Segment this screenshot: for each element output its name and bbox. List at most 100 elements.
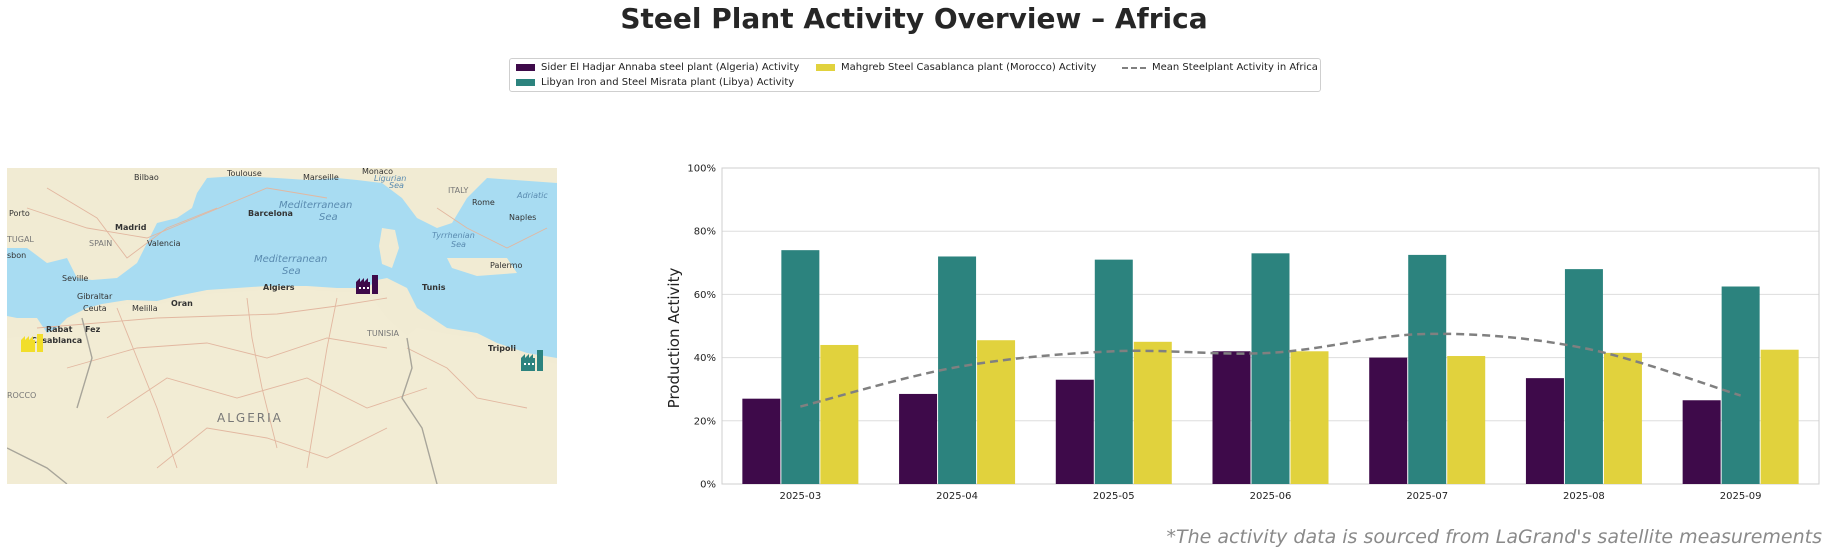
y-tick-label: 40% xyxy=(694,353,716,364)
borders xyxy=(7,317,438,484)
y-tick-label: 60% xyxy=(694,290,716,301)
x-tick-label: 2025-04 xyxy=(936,491,978,500)
label-algeria: ALGERIA xyxy=(217,411,283,425)
legend: Sider El Hadjar Annaba steel plant (Alge… xyxy=(509,58,1321,92)
legend-swatch-algeria xyxy=(516,64,535,71)
label-gibraltar: Gibraltar xyxy=(77,292,113,301)
legend-label-libya: Libyan Iron and Steel Misrata plant (Lib… xyxy=(541,77,795,88)
label-toulouse: Toulouse xyxy=(226,169,262,178)
label-tunisia: TUNISIA xyxy=(366,329,400,338)
border-west xyxy=(7,447,68,484)
x-tick-label: 2025-03 xyxy=(779,491,821,500)
road-4 xyxy=(66,337,388,369)
road-3 xyxy=(36,297,388,329)
label-rome: Rome xyxy=(472,198,495,207)
label-ligurian: Ligurian xyxy=(374,174,406,183)
sicily-shape xyxy=(447,258,517,276)
road-2 xyxy=(46,187,218,259)
bar xyxy=(1721,286,1760,484)
map-svg: Toulouse Marseille Monaco Bilbao Liguria… xyxy=(7,168,557,484)
chart-title: Steel Plant Activity Overview – Africa xyxy=(620,2,1208,35)
label-melilla: Melilla xyxy=(132,304,158,313)
bar xyxy=(1564,269,1603,484)
bar xyxy=(899,393,938,484)
label-fez: Fez xyxy=(85,325,101,334)
x-tick-label: 2025-07 xyxy=(1406,491,1448,500)
bar xyxy=(1369,357,1408,484)
label-tunis: Tunis xyxy=(422,283,446,292)
road-1 xyxy=(26,187,328,239)
label-tyrrhenian-sea: Sea xyxy=(451,240,466,249)
road-network xyxy=(26,187,548,469)
bar xyxy=(1212,351,1251,484)
label-mediterranean-sea-1: Sea xyxy=(319,212,338,223)
x-tick-label: 2025-09 xyxy=(1720,491,1762,500)
x-tick-label: 2025-08 xyxy=(1563,491,1605,500)
label-mediterranean-1: Mediterranean xyxy=(279,200,352,211)
label-mediterranean-2: Mediterranean xyxy=(254,254,327,265)
bar xyxy=(820,344,859,484)
mean-activity-line xyxy=(800,332,1742,408)
label-tugal: TUGAL xyxy=(7,235,34,244)
label-seville: Seville xyxy=(62,274,88,283)
label-porto: Porto xyxy=(9,209,30,218)
factory-icon-algeria[interactable] xyxy=(356,275,378,294)
factory-icon-libya[interactable] xyxy=(521,350,543,371)
legend-label-mean: Mean Steelplant Activity in Africa xyxy=(1152,62,1318,73)
label-tripoli: Tripoli xyxy=(488,344,516,353)
label-spain: SPAIN xyxy=(89,239,112,248)
label-algiers: Algiers xyxy=(263,283,295,292)
factory-icon-morocco[interactable] xyxy=(21,334,43,352)
label-rabat: Rabat xyxy=(46,325,73,334)
border-algeria-tunisia xyxy=(401,337,438,484)
y-tick-label: 0% xyxy=(700,480,716,491)
legend-item-morocco: Mahgreb Steel Casablanca plant (Morocco)… xyxy=(816,62,1096,73)
label-monaco: Monaco xyxy=(362,168,393,176)
bar xyxy=(781,250,820,484)
label-mediterranean-sea-2: Sea xyxy=(282,266,301,277)
label-valencia: Valencia xyxy=(147,239,181,248)
road-11 xyxy=(436,207,548,249)
border-morocco-algeria xyxy=(76,317,93,409)
bar xyxy=(1251,253,1290,484)
label-ligurian-sea: Sea xyxy=(389,181,404,190)
bar xyxy=(1094,259,1133,484)
legend-item-algeria: Sider El Hadjar Annaba steel plant (Alge… xyxy=(516,62,799,73)
europe-land-shape xyxy=(7,168,557,280)
bar xyxy=(1408,254,1447,484)
label-palermo: Palermo xyxy=(490,261,522,270)
bar xyxy=(1290,351,1329,484)
road-6 xyxy=(156,427,388,469)
label-casablanca: Casablanca xyxy=(31,336,82,345)
bar xyxy=(1682,400,1721,484)
x-tick-label: 2025-06 xyxy=(1250,491,1292,500)
y-axis-label: Production Activity xyxy=(665,268,683,409)
label-oran: Oran xyxy=(171,299,193,308)
road-9 xyxy=(246,297,278,449)
label-barcelona: Barcelona xyxy=(248,209,293,218)
legend-label-morocco: Mahgreb Steel Casablanca plant (Morocco)… xyxy=(841,62,1097,73)
bar xyxy=(1055,379,1094,484)
y-tick-label: 100% xyxy=(687,164,716,175)
legend-line-mean xyxy=(1122,66,1146,69)
label-rocco: ROCCO xyxy=(7,391,36,400)
bar xyxy=(742,398,781,484)
bar xyxy=(1603,352,1642,484)
label-ceuta: Ceuta xyxy=(83,304,107,313)
sardinia-shape xyxy=(379,228,399,268)
label-adriatic: Adriatic xyxy=(516,191,548,200)
label-tyrrhenian: Tyrrhenian xyxy=(432,231,475,240)
label-sbon: sbon xyxy=(7,251,26,260)
bar xyxy=(1133,341,1172,484)
footnote: *The activity data is sourced from LaGra… xyxy=(1166,526,1822,548)
y-tick-label: 80% xyxy=(694,227,716,238)
x-tick-label: 2025-05 xyxy=(1093,491,1135,500)
bar-chart: Production Activity 0% 20% 40% 60% 80% 100% 20… xyxy=(660,160,1828,502)
africa-land-shape xyxy=(7,290,557,484)
y-tick-label: 20% xyxy=(694,416,716,427)
road-8 xyxy=(116,307,178,469)
label-naples: Naples xyxy=(509,213,536,222)
legend-item-mean: Mean Steelplant Activity in Africa xyxy=(1122,62,1318,73)
bar xyxy=(1760,349,1799,484)
legend-item-libya: Libyan Iron and Steel Misrata plant (Lib… xyxy=(516,77,794,88)
